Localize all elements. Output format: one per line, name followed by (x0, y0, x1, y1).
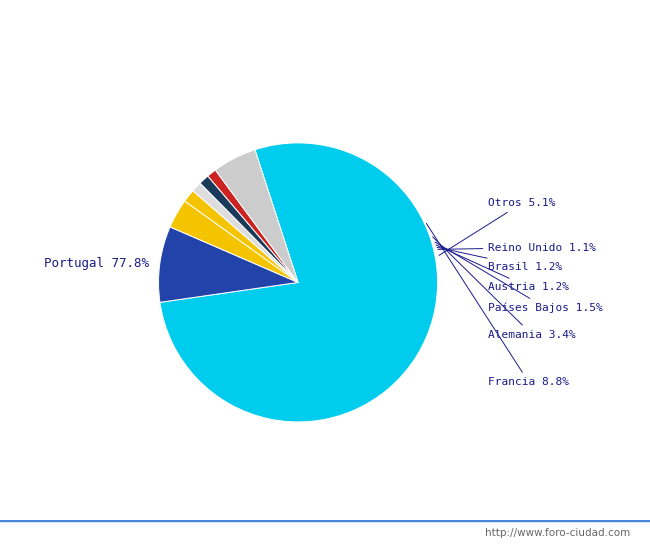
Text: Reino Unido 1.1%: Reino Unido 1.1% (438, 243, 596, 252)
Wedge shape (200, 176, 298, 283)
Text: Austria 1.2%: Austria 1.2% (436, 245, 569, 292)
Text: http://www.foro-ciudad.com: http://www.foro-ciudad.com (486, 529, 630, 538)
Text: Brasil 1.2%: Brasil 1.2% (437, 248, 562, 272)
Text: Países Bajos 1.5%: Países Bajos 1.5% (435, 242, 603, 313)
Wedge shape (208, 170, 298, 283)
Text: Francia 8.8%: Francia 8.8% (426, 223, 569, 387)
Text: Otros 5.1%: Otros 5.1% (439, 198, 556, 255)
Wedge shape (170, 201, 298, 283)
Text: Alemania 3.4%: Alemania 3.4% (433, 237, 576, 340)
Wedge shape (193, 183, 298, 283)
Wedge shape (159, 227, 298, 302)
Text: Lobios - Turistas extranjeros según país - Abril de 2024: Lobios - Turistas extranjeros según país… (70, 14, 580, 31)
Wedge shape (185, 191, 298, 283)
Wedge shape (215, 150, 298, 283)
Wedge shape (160, 143, 437, 422)
Text: Portugal 77.8%: Portugal 77.8% (44, 257, 150, 270)
